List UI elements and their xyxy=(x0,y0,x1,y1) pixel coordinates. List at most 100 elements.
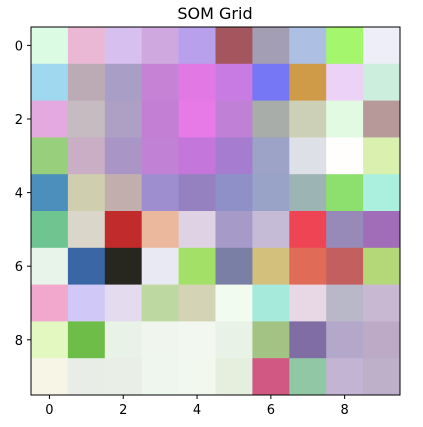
heatmap-cell-r8-c4 xyxy=(178,321,216,359)
heatmap-cell-r6-c7 xyxy=(289,247,327,285)
y-axis: 0 2 4 6 8 xyxy=(15,39,31,349)
heatmap-cell-r4-c6 xyxy=(252,174,290,212)
heatmap-cell-r4-c2 xyxy=(104,174,143,212)
heatmap-cell-r7-c7 xyxy=(289,284,327,322)
heatmap-cell-r7-c8 xyxy=(326,284,364,322)
heatmap-cell-r0-c6 xyxy=(252,27,290,65)
heatmap-cell-r2-c7 xyxy=(289,100,327,138)
heatmap-cell-r6-c9 xyxy=(363,247,401,285)
heatmap-cell-r2-c3 xyxy=(141,100,179,138)
heatmap-cell-r4-c5 xyxy=(215,174,253,212)
heatmap-cell-r4-c3 xyxy=(141,174,179,212)
heatmap-cell-r3-c1 xyxy=(67,137,106,175)
heatmap-cell-r6-c2 xyxy=(104,247,143,285)
heatmap-cell-r7-c4 xyxy=(178,284,216,322)
heatmap-cell-r7-c3 xyxy=(141,284,179,322)
heatmap-cell-r9-c4 xyxy=(178,358,216,396)
heatmap-cell-r9-c5 xyxy=(215,358,253,396)
y-tick-label: 4 xyxy=(15,187,23,202)
heatmap-cell-r9-c7 xyxy=(289,358,327,396)
heatmap-cell-r1-c7 xyxy=(289,63,327,101)
heatmap-cell-r8-c9 xyxy=(363,321,401,359)
heatmap-cell-r6-c5 xyxy=(215,247,253,285)
heatmap-cell-r0-c8 xyxy=(326,27,364,65)
heatmap-cell-r5-c5 xyxy=(215,211,253,249)
heatmap-cell-r9-c2 xyxy=(104,358,143,396)
heatmap-cell-r1-c3 xyxy=(141,63,179,101)
heatmap-cell-r4-c1 xyxy=(67,174,106,212)
heatmap-cell-r5-c2 xyxy=(104,211,143,249)
heatmap-cell-r4-c7 xyxy=(289,174,327,212)
x-tick-label: 8 xyxy=(341,403,349,418)
heatmap-cell-r5-c6 xyxy=(252,211,290,249)
heatmap-cell-r8-c0 xyxy=(31,321,69,359)
heatmap-cell-r0-c0 xyxy=(31,27,69,65)
heatmap-cell-r2-c8 xyxy=(326,100,364,138)
heatmap-cell-r3-c3 xyxy=(141,137,179,175)
heatmap-cell-r9-c9 xyxy=(363,358,401,396)
heatmap-cell-r8-c5 xyxy=(215,321,253,359)
heatmap-cell-r7-c1 xyxy=(67,284,106,322)
heatmap-cell-r0-c5 xyxy=(215,27,253,65)
heatmap-cell-r7-c0 xyxy=(31,284,69,322)
heatmap-cell-r1-c5 xyxy=(215,63,253,101)
heatmap-cell-r2-c6 xyxy=(252,100,290,138)
heatmap-cell-r9-c3 xyxy=(141,358,179,396)
heatmap-cell-r5-c1 xyxy=(67,211,106,249)
heatmap-cell-r0-c2 xyxy=(104,27,143,65)
axes-frame xyxy=(30,26,401,396)
heatmap-cell-r1-c6 xyxy=(252,63,290,101)
heatmap-cell-r8-c8 xyxy=(326,321,364,359)
heatmap-cell-r8-c2 xyxy=(104,321,143,359)
heatmap-cell-r4-c4 xyxy=(178,174,216,212)
heatmap-cell-r9-c8 xyxy=(326,358,364,396)
heatmap-cell-r9-c0 xyxy=(31,358,69,396)
x-tick-label: 2 xyxy=(119,403,127,418)
heatmap-cell-r3-c6 xyxy=(252,137,290,175)
heatmap-cell-r5-c9 xyxy=(363,211,401,249)
heatmap-cell-r1-c8 xyxy=(326,63,364,101)
heatmap-cell-r7-c6 xyxy=(252,284,290,322)
heatmap-cell-r3-c2 xyxy=(104,137,143,175)
heatmap-cell-r7-c2 xyxy=(104,284,143,322)
x-axis: 0 2 4 6 8 xyxy=(45,395,349,418)
heatmap-cell-r9-c1 xyxy=(67,358,106,396)
heatmap-cell-r5-c8 xyxy=(326,211,364,249)
heatmap-cell-r8-c6 xyxy=(252,321,290,359)
x-tick-label: 6 xyxy=(267,403,275,418)
heatmap-cell-r2-c0 xyxy=(31,100,69,138)
heatmap-cell-r2-c2 xyxy=(104,100,143,138)
heatmap-cell-r1-c9 xyxy=(363,63,401,101)
x-tick-label: 0 xyxy=(45,403,53,418)
heatmap-cell-r8-c1 xyxy=(67,321,106,359)
heatmap-cell-r6-c0 xyxy=(31,247,69,285)
heatmap-cell-r2-c1 xyxy=(67,100,106,138)
heatmap-cell-r8-c3 xyxy=(141,321,179,359)
heatmap-cell-r6-c6 xyxy=(252,247,290,285)
heatmap-cell-r7-c5 xyxy=(215,284,253,322)
heatmap-cell-r1-c4 xyxy=(178,63,216,101)
heatmap-cell-r5-c3 xyxy=(141,211,179,249)
heatmap-cell-r5-c4 xyxy=(178,211,216,249)
heatmap-cell-r8-c7 xyxy=(289,321,327,359)
y-tick-label: 0 xyxy=(15,39,23,54)
heatmap-cell-r2-c9 xyxy=(363,100,401,138)
heatmap-cell-r5-c0 xyxy=(31,211,69,249)
y-tick-label: 6 xyxy=(15,260,23,275)
heatmap-cell-r2-c4 xyxy=(178,100,216,138)
heatmap-cell-r0-c7 xyxy=(289,27,327,65)
heatmap-cell-r3-c8 xyxy=(326,137,364,175)
heatmap-cell-r3-c5 xyxy=(215,137,253,175)
heatmap-cells xyxy=(31,27,401,396)
heatmap-cell-r3-c7 xyxy=(289,137,327,175)
y-tick-label: 2 xyxy=(15,113,23,128)
heatmap-cell-r1-c1 xyxy=(67,63,106,101)
heatmap-cell-r5-c7 xyxy=(289,211,327,249)
heatmap-cell-r6-c1 xyxy=(67,247,106,285)
heatmap-cell-r0-c4 xyxy=(178,27,216,65)
heatmap-cell-r0-c9 xyxy=(363,27,401,65)
heatmap-cell-r6-c3 xyxy=(141,247,179,285)
heatmap-cell-r4-c9 xyxy=(363,174,401,212)
heatmap-cell-r4-c0 xyxy=(31,174,69,212)
